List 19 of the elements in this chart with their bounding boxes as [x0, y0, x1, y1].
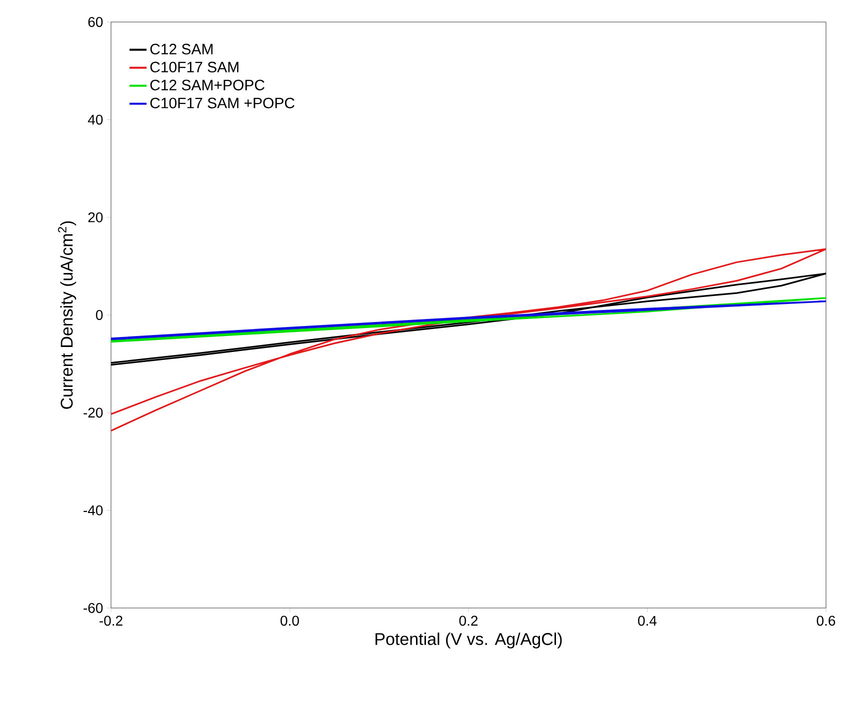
- x-tick-label: 0.6: [816, 616, 836, 626]
- x-tick-label: 0.4: [638, 616, 657, 626]
- legend-label: C10F17 SAM: [150, 62, 238, 72]
- y-tick-label: -40: [84, 505, 103, 516]
- y-tick-label: 20: [88, 212, 103, 222]
- y-axis-title: Current Density (uA/cm$^{2}$): [58, 221, 76, 409]
- x-axis-title: Potential (V vs. Ag/AgCl): [376, 632, 562, 648]
- legend-label: C10F17 SAM +POPC: [150, 98, 294, 108]
- x-tick-label: 0.2: [459, 616, 478, 626]
- legend-label: C12 SAM: [150, 44, 213, 54]
- legend-label: C12 SAM+POPC: [150, 80, 264, 90]
- x-tick-label: -0.2: [100, 616, 122, 626]
- y-tick-label: -20: [84, 408, 103, 418]
- x-tick-label: 0.0: [280, 616, 299, 626]
- y-tick-label: 0: [96, 310, 103, 320]
- line-series: [111, 248, 826, 432]
- y-tick-label: 60: [88, 17, 103, 27]
- y-tick-label: -60: [84, 603, 103, 613]
- y-tick-label: 40: [88, 114, 103, 125]
